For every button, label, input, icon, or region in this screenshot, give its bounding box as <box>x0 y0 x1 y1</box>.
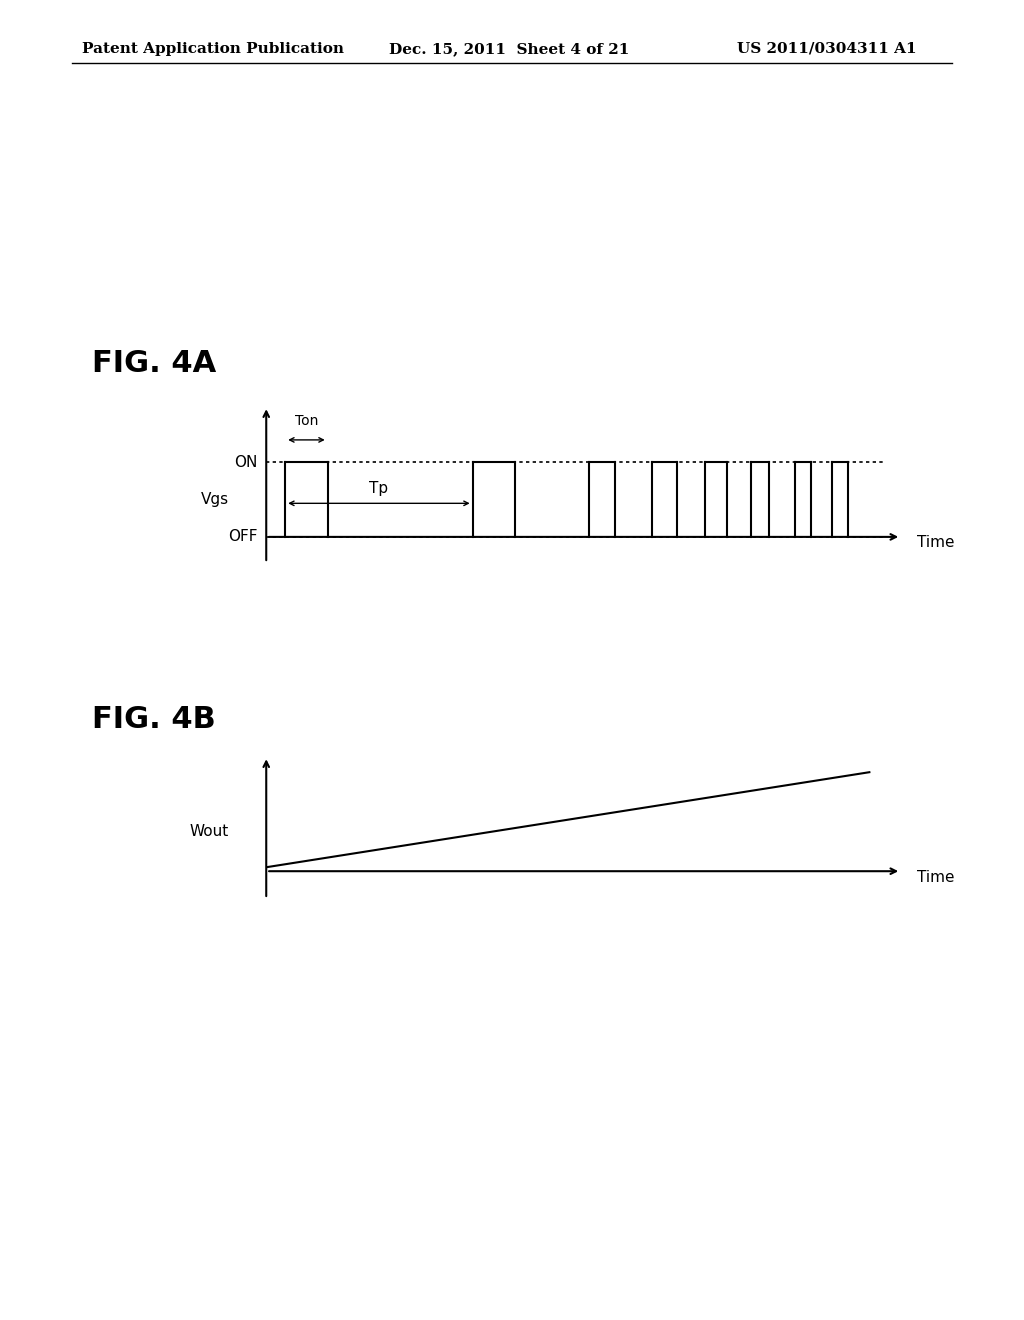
Text: US 2011/0304311 A1: US 2011/0304311 A1 <box>737 42 916 55</box>
Text: Time: Time <box>918 536 954 550</box>
Text: FIG. 4A: FIG. 4A <box>92 348 216 378</box>
Text: Ton: Ton <box>295 414 318 428</box>
Text: Time: Time <box>918 870 954 884</box>
Text: Wout: Wout <box>190 824 229 840</box>
Text: Tp: Tp <box>370 480 388 496</box>
Text: FIG. 4B: FIG. 4B <box>92 705 216 734</box>
Text: Patent Application Publication: Patent Application Publication <box>82 42 344 55</box>
Text: Dec. 15, 2011  Sheet 4 of 21: Dec. 15, 2011 Sheet 4 of 21 <box>389 42 630 55</box>
Text: Vgs: Vgs <box>201 492 229 507</box>
Text: OFF: OFF <box>228 529 258 544</box>
Text: ON: ON <box>234 455 258 470</box>
